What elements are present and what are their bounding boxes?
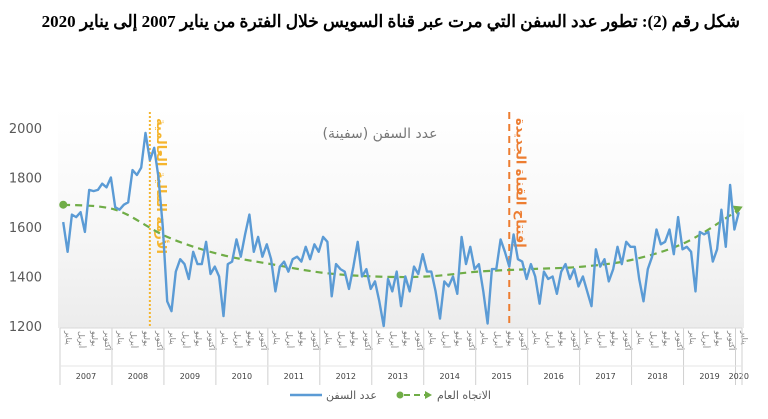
month-label: أكتوبر	[155, 330, 165, 350]
year-label: 2007	[76, 372, 96, 381]
month-label: يوليو	[662, 330, 671, 346]
month-label: أكتوبر	[259, 330, 269, 350]
figure-title: شكل رقم (2): تطور عدد السفن التي مرت عبر…	[41, 12, 740, 31]
month-label: أبريل	[597, 331, 607, 348]
legend-trend-label: الاتجاه العام	[437, 389, 491, 402]
month-label: أبريل	[389, 331, 399, 348]
month-label: يوليو	[298, 330, 307, 346]
month-label: يوليو	[246, 330, 255, 346]
month-label: أبريل	[441, 331, 451, 348]
year-label: 2008	[128, 372, 148, 381]
year-label: 2019	[699, 372, 719, 381]
year-label: 2020	[729, 372, 749, 381]
month-label: أبريل	[181, 331, 191, 348]
chart-title: عدد السفن (سفينة)	[323, 126, 438, 142]
month-label: أكتوبر	[467, 330, 477, 350]
year-label: 2017	[595, 372, 615, 381]
month-label: يناير	[116, 330, 125, 345]
month-label: أكتوبر	[675, 330, 685, 350]
month-label: أكتوبر	[103, 330, 113, 350]
month-label: يناير	[324, 330, 333, 345]
year-label: 2014	[440, 372, 460, 381]
month-label: أكتوبر	[311, 330, 321, 350]
month-label: يوليو	[714, 330, 723, 346]
month-label: أبريل	[285, 331, 295, 348]
month-label: أبريل	[649, 331, 659, 348]
year-label: 2015	[491, 372, 511, 381]
month-label: أبريل	[337, 331, 347, 348]
month-label: أبريل	[493, 331, 503, 348]
legend-trend-arrow	[425, 391, 432, 399]
y-tick-label: 1400	[9, 271, 42, 286]
y-tick-label: 1600	[9, 221, 42, 236]
y-tick-label: 2000	[9, 122, 42, 137]
month-label: يوليو	[402, 330, 411, 346]
month-label: أكتوبر	[363, 330, 373, 350]
annotation-label: الأزمة المالية العالمية	[153, 118, 170, 254]
month-label: أكتوبر	[623, 330, 633, 350]
month-label: يناير	[428, 330, 437, 345]
month-label: أكتوبر	[571, 330, 581, 350]
month-label: يوليو	[506, 330, 515, 346]
month-label: أبريل	[77, 331, 87, 348]
month-label: أبريل	[233, 331, 243, 348]
month-label: أكتوبر	[207, 330, 217, 350]
month-label: يناير	[480, 330, 489, 345]
month-label: يناير	[740, 330, 749, 345]
plot-area	[58, 108, 744, 328]
legend-ships-label: عدد السفن	[326, 389, 377, 402]
month-label: يناير	[584, 330, 593, 345]
year-label: 2011	[284, 372, 304, 381]
month-label: يوليو	[350, 330, 359, 346]
month-label: يناير	[688, 330, 697, 345]
month-label: أكتوبر	[415, 330, 425, 350]
year-label: 2012	[336, 372, 356, 381]
year-label: 2010	[232, 372, 252, 381]
trend-start-marker	[59, 200, 68, 209]
trend-arrowhead	[732, 205, 743, 215]
month-label: أبريل	[701, 331, 711, 348]
month-label: يناير	[168, 330, 177, 345]
legend-trend-marker	[396, 391, 404, 399]
month-label: يوليو	[194, 330, 203, 346]
month-label: يوليو	[558, 330, 567, 346]
month-label: أبريل	[129, 331, 139, 348]
month-label: يناير	[220, 330, 229, 345]
month-label: أكتوبر	[519, 330, 529, 350]
month-label: يناير	[272, 330, 281, 345]
month-label: يوليو	[454, 330, 463, 346]
month-label: يناير	[64, 330, 73, 345]
month-label: أكتوبر	[727, 330, 737, 350]
year-label: 2016	[543, 372, 563, 381]
y-tick-label: 1200	[9, 320, 42, 335]
annotation-label: إفتتاح القناة الجديدة	[512, 118, 527, 248]
year-label: 2018	[647, 372, 667, 381]
year-label: 2013	[388, 372, 408, 381]
y-tick-label: 1800	[9, 172, 42, 187]
month-label: يناير	[636, 330, 645, 345]
month-label: يوليو	[610, 330, 619, 346]
year-label: 2009	[180, 372, 200, 381]
month-label: يناير	[376, 330, 385, 345]
month-label: أبريل	[545, 331, 555, 348]
month-label: يوليو	[90, 330, 99, 346]
month-label: يناير	[532, 330, 541, 345]
month-label: يوليو	[142, 330, 151, 346]
trend-line	[63, 203, 740, 279]
